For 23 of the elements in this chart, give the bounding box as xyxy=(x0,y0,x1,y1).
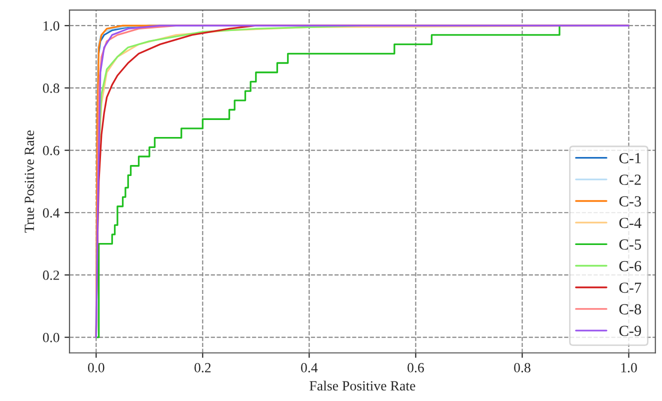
legend-label: C-4 xyxy=(619,218,642,228)
y-tick-label: 1.0 xyxy=(44,21,60,31)
legend-label: C-7 xyxy=(619,282,642,293)
x-tick-label: 1.0 xyxy=(621,363,637,372)
x-axis-title: False Positive Rate xyxy=(310,380,416,391)
y-tick-label: 0.6 xyxy=(42,146,60,156)
y-tick-label: 0.2 xyxy=(42,270,60,280)
legend-label: C-2 xyxy=(619,174,641,185)
x-tick-label: 0.4 xyxy=(301,363,318,372)
y-tick-label: 0.0 xyxy=(42,332,60,342)
legend-label: C-8 xyxy=(619,304,642,314)
x-tick-label: 0.0 xyxy=(88,363,104,372)
legend-label: C-9 xyxy=(619,326,642,336)
x-tick-label: 0.8 xyxy=(514,363,530,372)
x-tick-label: 0.6 xyxy=(408,363,424,372)
legend-label: C-5 xyxy=(619,239,642,250)
legend-label: C-3 xyxy=(619,196,642,207)
y-axis-title: True Positive Rate xyxy=(24,130,34,233)
legend-label: C-6 xyxy=(619,261,642,272)
y-tick-label: 0.8 xyxy=(42,84,60,93)
legend-label: C-1 xyxy=(619,153,641,164)
y-tick-label: 0.4 xyxy=(42,208,60,218)
x-tick-label: 0.2 xyxy=(194,363,211,372)
